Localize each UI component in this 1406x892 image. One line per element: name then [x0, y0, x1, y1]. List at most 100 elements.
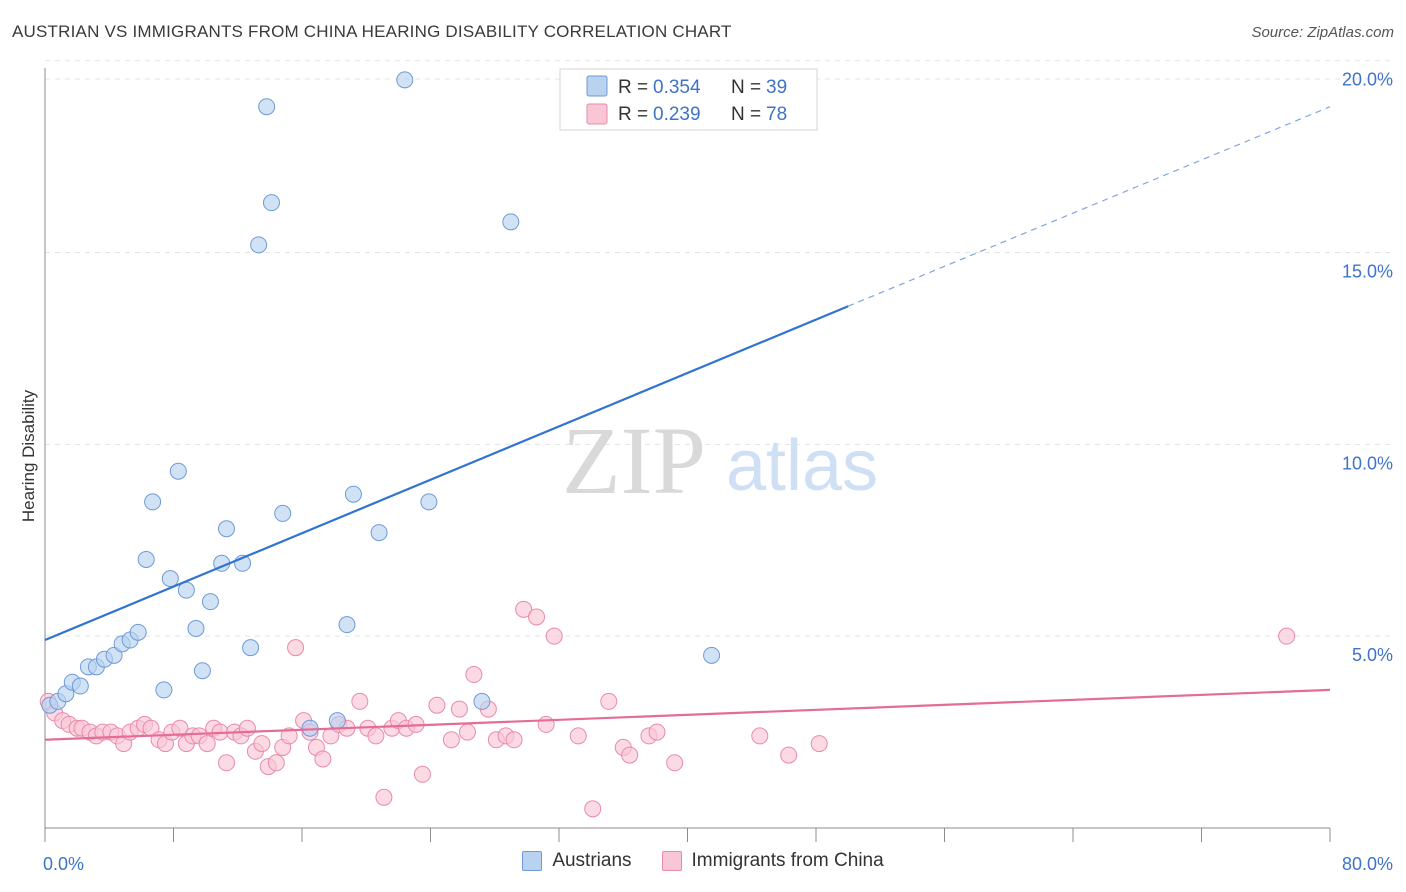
data-point-austrians	[193, 662, 211, 680]
data-point-china	[810, 735, 828, 753]
data-point-china	[314, 750, 332, 768]
data-point-china	[367, 727, 385, 745]
data-point-china	[253, 735, 271, 753]
data-point-china	[450, 700, 468, 718]
y-tick-label: 15.0%	[1342, 262, 1393, 282]
data-point-china	[648, 723, 666, 741]
legend-item-china[interactable]: Immigrants from China	[661, 850, 884, 872]
x-ticks	[44, 828, 1331, 842]
legend-r-label-china: R =	[618, 104, 648, 125]
data-point-china	[545, 627, 563, 645]
legend-r-value-austrians: 0.354	[653, 77, 701, 98]
chart-title: AUSTRIAN VS IMMIGRANTS FROM CHINA HEARIN…	[12, 22, 732, 41]
data-point-china	[238, 719, 256, 737]
x-tick-label-max: 80.0%	[1342, 854, 1393, 874]
data-point-austrians	[338, 616, 356, 634]
data-point-china	[287, 639, 305, 657]
data-point-austrians	[258, 98, 276, 116]
data-point-austrians	[703, 646, 721, 664]
data-point-austrians	[187, 620, 205, 637]
watermark: ZIP atlas	[562, 407, 878, 514]
data-point-china	[171, 719, 189, 737]
data-point-china	[428, 696, 446, 714]
data-point-china	[780, 746, 798, 764]
data-point-china	[600, 692, 618, 710]
data-point-china	[505, 731, 523, 749]
data-point-china	[198, 735, 216, 753]
legend-n-value-china: 78	[766, 104, 787, 125]
data-point-austrians	[328, 712, 346, 730]
data-point-austrians	[169, 462, 187, 480]
legend-item-austrians[interactable]: Austrians	[522, 850, 632, 872]
data-point-austrians	[250, 236, 268, 254]
data-point-china	[569, 727, 587, 745]
data-point-china	[537, 715, 555, 733]
data-point-austrians	[137, 550, 155, 568]
legend-swatch-china-bottom	[661, 851, 682, 871]
data-point-china	[267, 754, 285, 772]
data-point-china	[442, 731, 460, 749]
legend-r-value-china: 0.239	[653, 104, 701, 125]
watermark-zip: ZIP	[562, 407, 706, 514]
data-point-austrians	[129, 623, 147, 641]
legend-r-label-austrians: R =	[618, 77, 648, 98]
data-point-austrians	[161, 570, 179, 588]
data-point-austrians	[344, 485, 362, 503]
legend-swatch-austrians	[586, 75, 608, 97]
data-point-austrians	[105, 646, 123, 664]
legend-n-label-china: N =	[731, 104, 761, 125]
legend-swatch-china	[586, 103, 608, 125]
data-point-austrians	[473, 692, 491, 710]
y-tick-label: 20.0%	[1342, 70, 1393, 90]
legend-swatch-austrians-bottom	[522, 851, 543, 871]
series-immigrants-from-china	[39, 600, 1296, 818]
data-point-austrians	[218, 520, 236, 538]
data-point-china	[218, 754, 236, 772]
data-point-austrians	[262, 194, 280, 212]
chart-source: Source: ZipAtlas.com	[1251, 24, 1394, 41]
data-point-austrians	[155, 681, 173, 699]
data-point-china	[584, 800, 602, 818]
trend-line-austrians-extension	[847, 106, 1331, 307]
data-point-china	[528, 608, 546, 626]
data-point-austrians	[502, 213, 520, 231]
data-point-china	[751, 727, 769, 745]
data-point-austrians	[396, 71, 414, 89]
legend-n-label-austrians: N =	[731, 77, 761, 98]
data-point-austrians	[242, 639, 260, 657]
data-point-austrians	[420, 493, 438, 511]
y-tick-labels: 5.0% 10.0% 15.0% 20.0%	[1342, 70, 1393, 665]
legend-n-value-austrians: 39	[766, 77, 787, 98]
data-point-austrians	[274, 504, 292, 522]
data-point-china	[515, 600, 533, 618]
legend-label-china: Immigrants from China	[691, 850, 884, 871]
data-point-china	[413, 765, 431, 783]
trend-lines	[44, 106, 1331, 741]
y-tick-label: 10.0%	[1342, 453, 1393, 473]
data-point-china	[666, 754, 684, 772]
gridlines	[45, 60, 1392, 637]
y-axis-label: Hearing Disability	[19, 389, 38, 522]
y-tick-label: 5.0%	[1352, 645, 1393, 665]
x-tick-label-min: 0.0%	[43, 854, 84, 874]
legend-label-austrians: Austrians	[552, 850, 632, 871]
watermark-atlas: atlas	[726, 426, 878, 506]
series-legend: Austrians Immigrants from China	[0, 850, 1406, 872]
data-point-china	[621, 746, 639, 764]
series-austrians	[41, 71, 721, 737]
data-point-china	[465, 666, 483, 684]
data-point-china	[375, 788, 393, 806]
data-point-austrians	[71, 677, 89, 695]
data-point-austrians	[201, 593, 219, 611]
data-point-china	[458, 723, 476, 741]
trend-line-austrians	[44, 305, 849, 642]
data-point-china	[280, 727, 298, 745]
trend-line-china	[44, 688, 1331, 741]
data-point-austrians	[144, 493, 162, 511]
data-point-austrians	[370, 524, 388, 542]
stats-legend: R = 0.354 N = 39 R = 0.239 N = 78	[559, 68, 818, 131]
data-point-china	[351, 692, 369, 710]
data-point-china	[1278, 627, 1296, 645]
